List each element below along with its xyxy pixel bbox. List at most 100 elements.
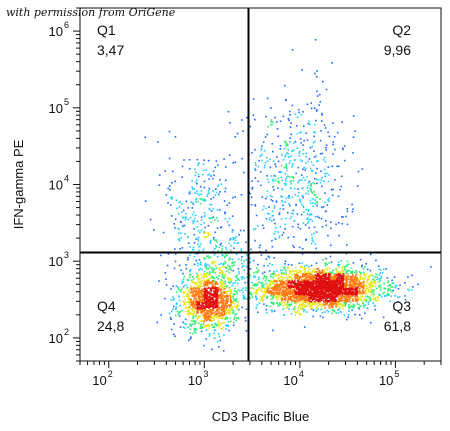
event-dot bbox=[284, 155, 287, 158]
event-dot bbox=[310, 300, 313, 303]
event-dot bbox=[296, 310, 298, 313]
event-dot bbox=[355, 298, 357, 300]
event-dot bbox=[322, 282, 325, 285]
event-dot bbox=[346, 318, 348, 321]
event-dot bbox=[325, 293, 328, 296]
event-dot bbox=[187, 291, 190, 293]
event-dot bbox=[221, 248, 223, 250]
event-dot bbox=[323, 168, 326, 171]
event-dot bbox=[316, 298, 319, 301]
event-dot bbox=[216, 340, 219, 343]
event-dot bbox=[202, 317, 205, 320]
event-dot bbox=[212, 269, 215, 272]
event-dot bbox=[198, 287, 200, 290]
event-dot bbox=[231, 229, 234, 231]
event-dot bbox=[339, 271, 341, 274]
event-dot bbox=[210, 282, 212, 285]
event-dot bbox=[313, 303, 316, 305]
event-dot bbox=[312, 275, 314, 277]
event-dot bbox=[276, 156, 278, 158]
event-dot bbox=[245, 259, 247, 261]
event-dot bbox=[291, 166, 293, 168]
event-dot bbox=[256, 282, 259, 285]
event-dot bbox=[285, 177, 287, 180]
event-dot bbox=[207, 287, 210, 289]
event-dot bbox=[222, 309, 224, 311]
event-dot bbox=[333, 272, 336, 275]
event-dot bbox=[363, 277, 366, 280]
event-dot bbox=[191, 213, 194, 216]
event-dot bbox=[377, 296, 380, 299]
event-dot bbox=[304, 273, 307, 276]
event-dot bbox=[266, 156, 268, 159]
event-dot bbox=[291, 289, 294, 291]
event-dot bbox=[288, 291, 291, 294]
event-dot bbox=[242, 130, 244, 132]
event-dot bbox=[296, 285, 299, 287]
event-dot bbox=[302, 285, 304, 288]
event-dot bbox=[182, 321, 184, 324]
event-dot bbox=[291, 49, 294, 51]
event-dot bbox=[326, 172, 328, 175]
event-dot bbox=[279, 287, 281, 289]
event-dot bbox=[276, 295, 278, 298]
event-dot bbox=[300, 278, 303, 281]
event-dot bbox=[291, 295, 294, 297]
event-dot bbox=[259, 299, 261, 301]
event-dot bbox=[323, 300, 325, 302]
event-dot bbox=[328, 197, 331, 200]
event-dot bbox=[211, 262, 214, 265]
event-dot bbox=[353, 292, 356, 295]
event-dot bbox=[290, 312, 293, 315]
event-dot bbox=[223, 266, 226, 268]
event-dot bbox=[286, 276, 289, 279]
event-dot bbox=[309, 274, 312, 276]
event-dot bbox=[244, 297, 246, 300]
event-dot bbox=[196, 237, 198, 240]
event-dot bbox=[342, 275, 345, 277]
event-dot bbox=[342, 148, 344, 151]
event-dot bbox=[336, 285, 339, 288]
event-dot bbox=[361, 168, 364, 170]
event-dot bbox=[210, 313, 213, 315]
event-dot bbox=[313, 292, 315, 295]
event-dot bbox=[212, 287, 215, 289]
event-dot bbox=[187, 236, 189, 238]
event-dot bbox=[329, 293, 331, 295]
event-dot bbox=[207, 325, 209, 327]
event-dot bbox=[408, 289, 411, 292]
event-dot bbox=[295, 172, 297, 175]
event-dot bbox=[298, 271, 301, 274]
event-dot bbox=[285, 163, 288, 165]
event-dot bbox=[307, 304, 309, 307]
event-dot bbox=[294, 270, 297, 273]
event-dot bbox=[339, 292, 341, 294]
event-dot bbox=[378, 265, 380, 267]
event-dot bbox=[328, 286, 331, 288]
event-dot bbox=[271, 245, 274, 248]
event-dot bbox=[257, 180, 259, 183]
event-dot bbox=[260, 290, 262, 292]
event-dot bbox=[302, 176, 305, 179]
event-dot bbox=[227, 277, 229, 279]
event-dot bbox=[168, 157, 171, 160]
event-dot bbox=[274, 296, 277, 298]
event-dot bbox=[324, 175, 326, 178]
event-dot bbox=[291, 196, 294, 199]
event-dot bbox=[260, 254, 263, 256]
event-dot bbox=[215, 290, 217, 292]
event-dot bbox=[306, 311, 308, 313]
event-dot bbox=[319, 271, 322, 274]
event-dot bbox=[317, 308, 320, 310]
event-dot bbox=[294, 283, 296, 285]
event-dot bbox=[274, 238, 277, 240]
event-dot bbox=[321, 312, 324, 314]
event-dot bbox=[322, 159, 325, 161]
event-dot bbox=[362, 301, 364, 304]
event-dot bbox=[307, 210, 309, 212]
event-dot bbox=[257, 278, 260, 281]
event-dot bbox=[280, 301, 282, 304]
event-dot bbox=[295, 292, 298, 294]
event-dot bbox=[263, 295, 265, 298]
event-dot bbox=[335, 305, 337, 307]
